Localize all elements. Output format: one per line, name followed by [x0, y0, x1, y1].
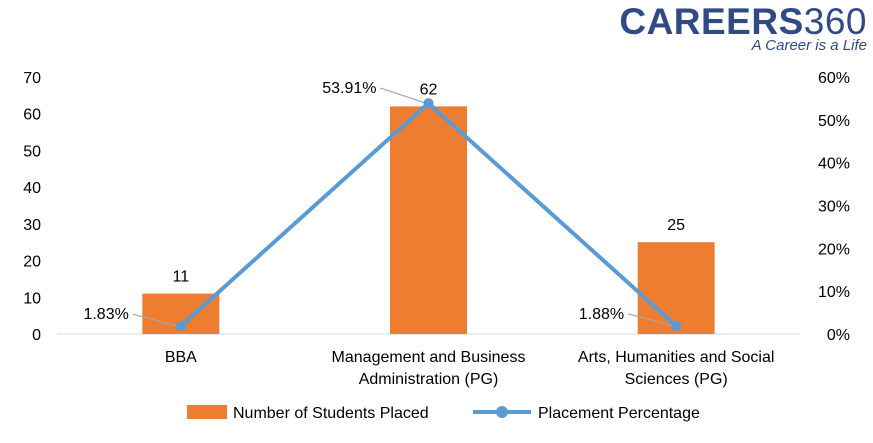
logo-number: 360: [803, 1, 867, 42]
legend-line-marker: [496, 406, 508, 418]
x-tick-label: Administration (PG): [359, 371, 499, 388]
legend-bar-swatch: [187, 405, 227, 419]
x-tick-label: Sciences (PG): [625, 371, 728, 388]
bar-data-label: 62: [420, 81, 438, 98]
y-right-tick-label: 50%: [818, 113, 850, 130]
y-right-tick-label: 60%: [818, 70, 850, 87]
y-left-tick-label: 50: [23, 143, 41, 160]
bar-data-label: 11: [173, 269, 190, 286]
y-right-tick-label: 20%: [818, 241, 850, 258]
y-left-tick-label: 0: [32, 327, 41, 344]
y-left-tick-label: 10: [23, 290, 41, 307]
x-tick-label: BBA: [165, 349, 197, 366]
logo-word: CAREERS: [619, 1, 804, 42]
y-right-tick-label: 0%: [827, 327, 850, 344]
y-left-tick-label: 40: [23, 180, 41, 197]
bar: [637, 242, 715, 334]
x-tick-label: Management and Business: [332, 349, 526, 366]
careers360-logo: CAREERS360 A Career is a Life: [619, 1, 867, 54]
y-left-tick-label: 20: [23, 254, 41, 271]
y-left-tick-label: 30: [23, 217, 41, 234]
legend-line-label: Placement Percentage: [538, 405, 700, 422]
leader-line: [380, 87, 426, 104]
legend-bar-label: Number of Students Placed: [233, 405, 429, 422]
line-data-label: 1.83%: [83, 306, 128, 323]
x-tick-label: Arts, Humanities and Social: [578, 349, 775, 366]
y-left-tick-label: 70: [23, 70, 41, 87]
y-right-tick-label: 40%: [818, 156, 850, 173]
line-data-label: 53.91%: [322, 80, 376, 97]
line-data-label: 1.88%: [579, 306, 624, 323]
leader-line: [628, 313, 674, 327]
line-point: [671, 320, 682, 331]
line-point: [175, 321, 186, 332]
bar-data-label: 25: [667, 217, 685, 234]
y-right-tick-label: 10%: [818, 284, 850, 301]
leader-line: [132, 313, 178, 327]
bar: [390, 106, 467, 334]
line-point: [423, 98, 434, 109]
logo-tagline: A Career is a Life: [751, 37, 867, 54]
y-right-tick-label: 30%: [818, 199, 850, 216]
y-left-tick-label: 60: [23, 107, 41, 124]
